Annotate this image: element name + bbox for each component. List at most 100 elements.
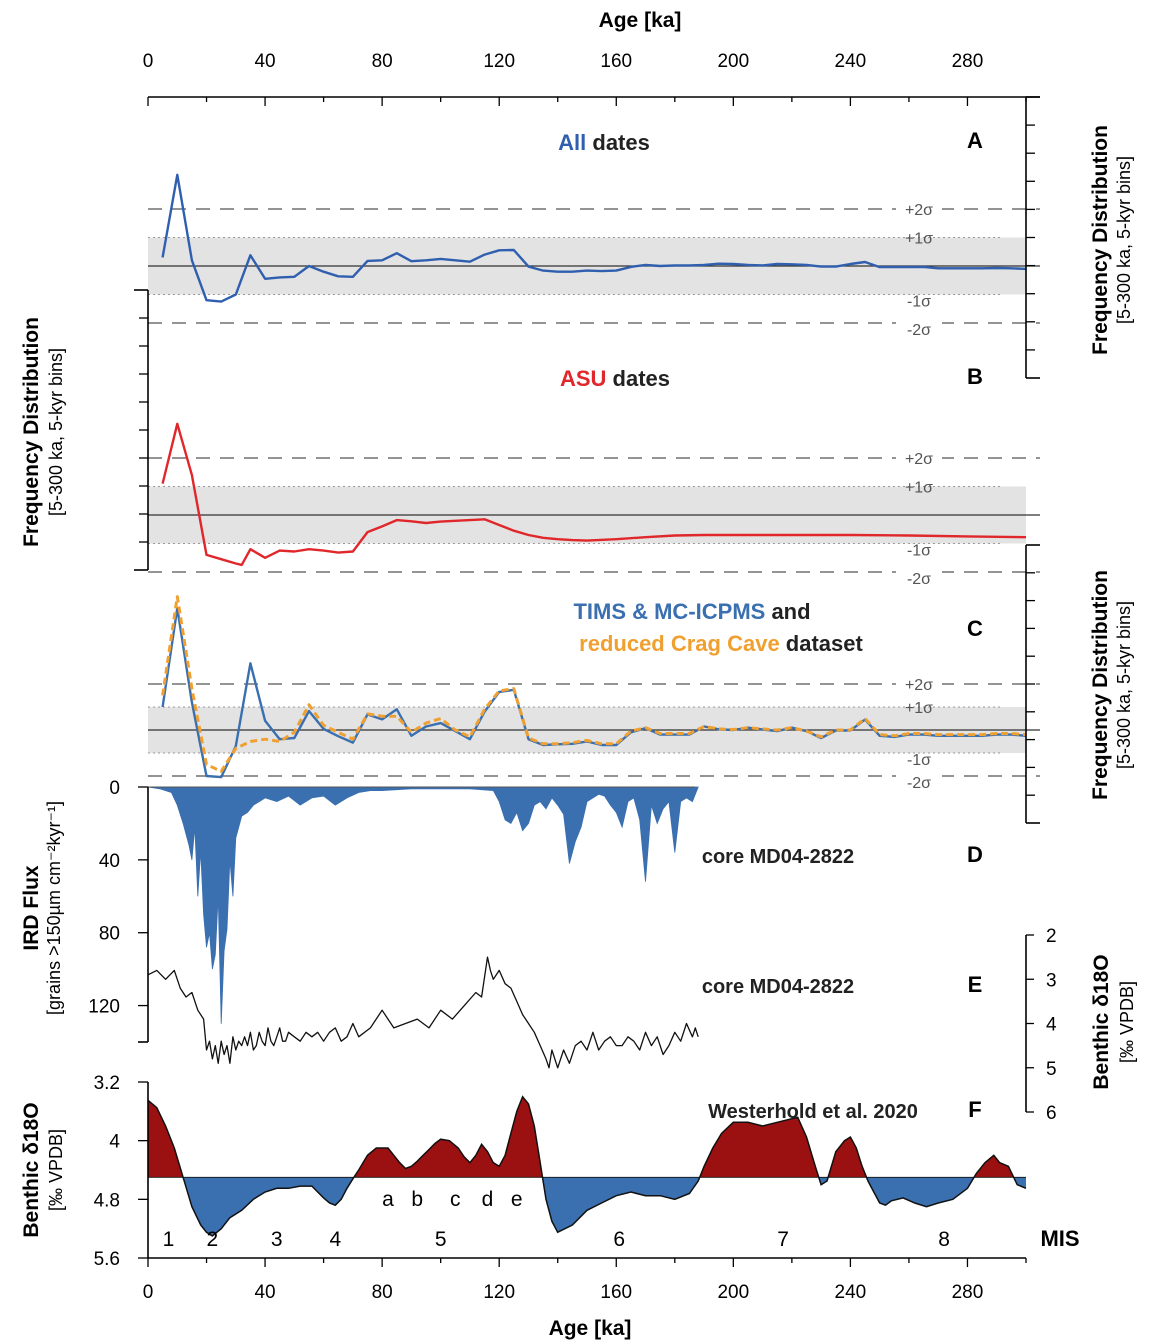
- panel-b-title: ASU dates: [560, 366, 670, 391]
- mis-label: MIS: [1040, 1226, 1079, 1251]
- f-axis-sublabel: [‰ VPDB]: [46, 1129, 66, 1211]
- top-axis-tick-label: 200: [717, 51, 749, 72]
- sigma-label-background: [896, 569, 942, 588]
- top-axis-tick-label: 240: [835, 51, 867, 72]
- right-axis-sublabel-a: [5-300 ka, 5-kyr bins]: [1114, 156, 1134, 324]
- panel-letter-d: D: [967, 842, 983, 867]
- sigma-label-background: [896, 773, 942, 792]
- top-axis-tick-label: 160: [600, 51, 632, 72]
- panel-d-note: core MD04-2822: [702, 846, 854, 868]
- bottom-axis-tick-label: 0: [143, 1282, 154, 1303]
- sigma-label: +1σ: [905, 231, 933, 248]
- sigma-label: -1σ: [907, 752, 931, 769]
- panel-a-series-line-1: [161, 173, 1027, 303]
- e-axis-tick-label: 3: [1046, 970, 1057, 991]
- panel-letter-c: C: [967, 616, 983, 641]
- sigma-label-background: [896, 449, 942, 468]
- sigma-label: +2σ: [905, 451, 933, 468]
- top-axis-tick-label: 280: [952, 51, 984, 72]
- top-axis-tick-label: 40: [254, 51, 275, 72]
- panel-letter-b: B: [967, 364, 983, 389]
- mis-number-7: 7: [777, 1228, 789, 1251]
- right-axis-sublabel-c: [5-300 ka, 5-kyr bins]: [1114, 601, 1134, 769]
- panel-c-title-line1: TIMS & MC-ICPMS and: [573, 599, 810, 624]
- e-axis-tick-label: 2: [1046, 926, 1057, 947]
- mis-number-3: 3: [271, 1228, 283, 1251]
- panel-b-title-part-1: ASU: [560, 366, 606, 391]
- mis-number-1: 1: [163, 1228, 175, 1251]
- ird-axis-sublabel: [grains >150µm cm⁻²kyr⁻¹]: [44, 801, 64, 1015]
- bottom-axis-tick-label: 120: [483, 1282, 515, 1303]
- top-axis-title: Age [ka]: [599, 9, 682, 32]
- bottom-axis-tick-label: 40: [254, 1282, 275, 1303]
- ird-axis-tick-label: 80: [99, 924, 120, 945]
- panel-letter-e: E: [968, 972, 983, 997]
- mis-number-2: 2: [207, 1228, 219, 1251]
- cold-stage-fill: [183, 1177, 1026, 1236]
- bottom-axis-tick-label: 80: [372, 1282, 393, 1303]
- mis-number-4: 4: [329, 1228, 341, 1251]
- panel-letter-a: A: [967, 128, 983, 153]
- f-axis-tick-label: 4.8: [94, 1190, 120, 1211]
- sigma-label: +1σ: [905, 480, 933, 497]
- sigma-label: +2σ: [905, 202, 933, 219]
- f-axis-title: Benthic δ18O: [20, 1102, 43, 1237]
- sigma-label: +2σ: [905, 677, 933, 694]
- warm-stage-fill: [148, 1096, 1026, 1178]
- e-axis-tick-label: 4: [1046, 1015, 1057, 1036]
- ird-axis-tick-label: 0: [109, 778, 120, 799]
- substage-label-b: b: [411, 1188, 423, 1211]
- panel-c-title-line2: reduced Crag Cave dataset: [579, 631, 863, 656]
- sigma-label: -1σ: [907, 543, 931, 560]
- sigma-label: +1σ: [905, 700, 933, 717]
- top-axis-tick-label: 80: [372, 51, 393, 72]
- ird-axis-tick-label: 40: [99, 851, 120, 872]
- substage-label-d: d: [482, 1188, 494, 1211]
- e-axis-title: Benthic δ18O: [1090, 954, 1113, 1089]
- ird-flux-area: [147, 786, 699, 1024]
- bottom-axis-tick-label: 160: [600, 1282, 632, 1303]
- sigma-label: -1σ: [907, 294, 931, 311]
- f-axis-tick-label: 4: [109, 1132, 120, 1153]
- panel-b-title-part-2: dates: [606, 366, 670, 391]
- ird-axis-tick-label: 120: [88, 997, 120, 1018]
- panel-a-title-part-2: dates: [586, 130, 650, 155]
- bottom-axis-tick-label: 240: [835, 1282, 867, 1303]
- bottom-axis-tick-label: 200: [717, 1282, 749, 1303]
- e-axis-tick-label: 6: [1046, 1103, 1057, 1124]
- left-axis-sublabel: [5-300 ka, 5-kyr bins]: [46, 348, 66, 516]
- sigma-label: -2σ: [907, 571, 931, 588]
- panel-c-title-line1-part-2: and: [765, 599, 810, 624]
- sigma-label: -2σ: [907, 775, 931, 792]
- bottom-axis-title: Age [ka]: [549, 1317, 632, 1340]
- right-axis-title-c: Frequency Distribution: [1089, 570, 1112, 800]
- substage-label-a: a: [382, 1188, 394, 1211]
- panel-e-note: core MD04-2822: [702, 976, 854, 998]
- sigma-label-background: [896, 320, 942, 339]
- panel-c-title-line2-part-1: reduced Crag Cave: [579, 631, 780, 656]
- westerhold-curve: [147, 1095, 1027, 1237]
- ird-axis-title: IRD Flux: [20, 865, 43, 950]
- mis-number-5: 5: [435, 1228, 447, 1251]
- panel-c-title-line2-part-2: dataset: [780, 631, 864, 656]
- panel-letter-f: F: [968, 1097, 981, 1122]
- panel-c-title-line1-part-1: TIMS & MC-ICPMS: [573, 599, 765, 624]
- mis-number-6: 6: [613, 1228, 625, 1251]
- f-axis-tick-label: 3.2: [94, 1073, 120, 1094]
- panel-a-title: All dates: [558, 130, 650, 155]
- mis-number-8: 8: [938, 1228, 950, 1251]
- left-axis-title: Frequency Distribution: [20, 317, 43, 547]
- benthic-e-line: [147, 956, 699, 1069]
- panel-f-note: Westerhold et al. 2020: [708, 1101, 918, 1123]
- top-axis-tick-label: 120: [483, 51, 515, 72]
- e-axis-sublabel: [‰ VPDB]: [1117, 981, 1137, 1063]
- f-axis-tick-label: 5.6: [94, 1249, 120, 1270]
- panel-b-series-line-1: [161, 422, 1027, 567]
- sigma-label-background: [896, 200, 942, 219]
- substage-label-e: e: [511, 1188, 523, 1211]
- substage-label-c: c: [450, 1188, 461, 1211]
- sigma-label: -2σ: [907, 322, 931, 339]
- panel-a-title-part-1: All: [558, 130, 586, 155]
- top-axis-tick-label: 0: [143, 51, 154, 72]
